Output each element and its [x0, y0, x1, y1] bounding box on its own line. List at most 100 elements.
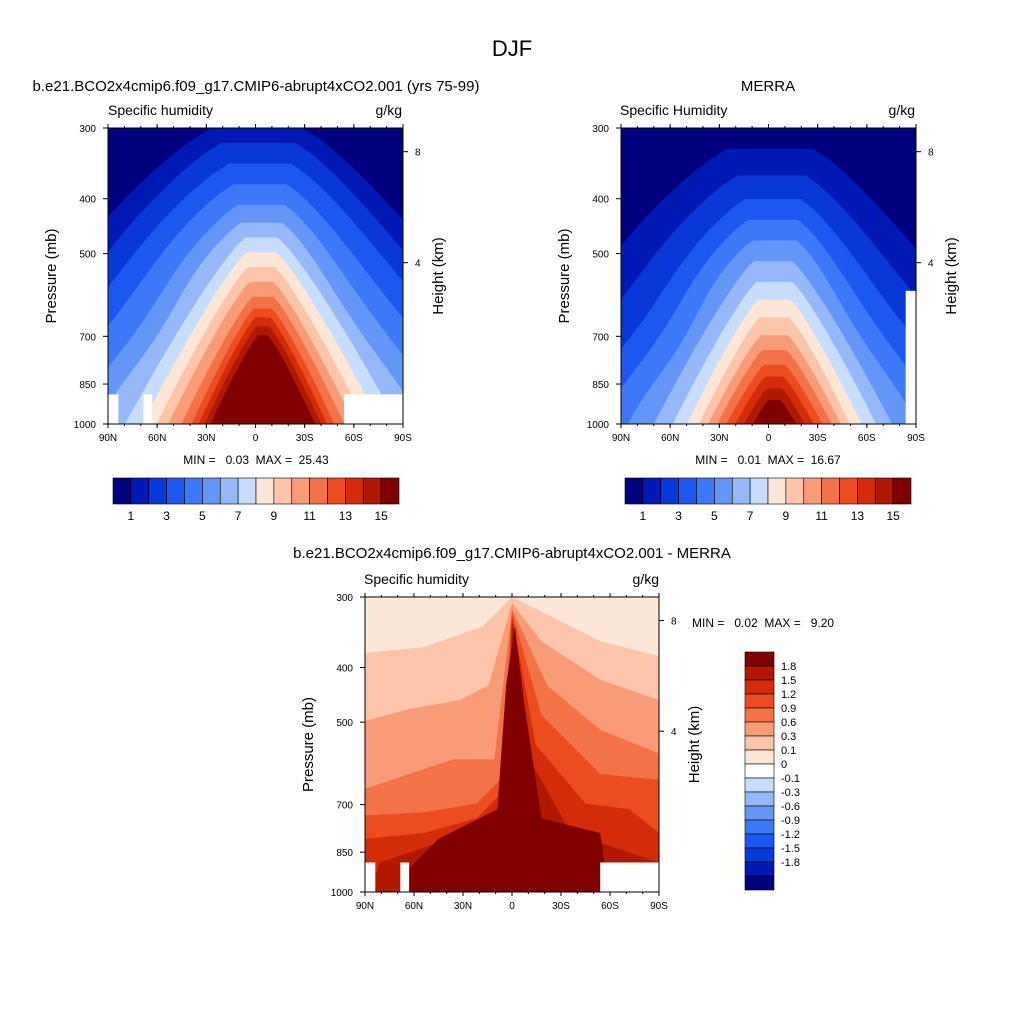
missing-data-mask: [905, 290, 916, 424]
colorbar-tick-label: 7: [235, 509, 242, 523]
contour-fill-level-15: [752, 400, 796, 424]
missing-data-mask: [143, 394, 153, 424]
y-tick-label: 400: [592, 195, 609, 206]
colorbar-tick-label: 13: [339, 509, 353, 523]
x-tick-label: 30S: [809, 433, 827, 444]
contour-fill-level-15: [210, 335, 316, 424]
colorbar-box: [184, 477, 203, 505]
colorbar-box: [744, 735, 775, 751]
colorbar-box: [744, 749, 775, 765]
y2-tick-label: 4: [671, 727, 677, 738]
x-tick-label: 60N: [148, 433, 166, 444]
colorbar-box: [744, 651, 775, 667]
y-tick-label: 850: [336, 848, 353, 859]
x-tick-label: 60S: [345, 433, 363, 444]
colorbar-tick-label: 7: [747, 509, 754, 523]
colorbar-box: [255, 477, 275, 505]
colorbar-tick-label: -1.5: [781, 843, 800, 855]
colorbar-box: [744, 679, 775, 695]
y-axis-title: Pressure (mb): [300, 697, 317, 792]
panel-obs-variable-label: Specific Humidity: [620, 102, 727, 118]
colorbar-tick-label: -0.9: [781, 815, 800, 827]
missing-data-mask: [365, 862, 376, 892]
colorbar-tick-label: 9: [271, 509, 278, 523]
colorbar-box: [744, 875, 775, 891]
y-axis-title: Pressure (mb): [43, 228, 60, 323]
panel-diff: b.e21.BCO2x4cmip6.f09_g17.CMIP6-abrupt4x…: [293, 545, 834, 912]
colorbar-box: [112, 477, 132, 505]
colorbar-box: [624, 477, 644, 505]
colorbar-tick-label: -1.2: [781, 829, 800, 841]
x-tick-label: 90N: [612, 433, 630, 444]
y2-tick-label: 8: [928, 148, 934, 159]
colorbar-box: [327, 477, 346, 505]
panel-model-variable-label: Specific humidity: [108, 102, 213, 118]
panel-obs-title: MERRA: [741, 78, 795, 95]
colorbar-box: [744, 819, 775, 835]
y-tick-label: 1000: [587, 420, 610, 431]
colorbar-box: [731, 477, 751, 505]
panel-diff-title: b.e21.BCO2x4cmip6.f09_g17.CMIP6-abrupt4x…: [293, 545, 731, 562]
y-tick-label: 700: [592, 332, 609, 343]
missing-data-mask: [600, 862, 659, 892]
y-tick-label: 400: [336, 663, 353, 674]
colorbar-box: [744, 833, 775, 849]
colorbar-tick-label: 0.1: [781, 745, 796, 757]
colorbar-box: [874, 477, 894, 505]
y2-tick-label: 4: [928, 259, 934, 270]
colorbar-box: [744, 665, 775, 681]
colorbar-box: [744, 693, 775, 709]
colorbar-box: [166, 477, 185, 505]
panel-model-units-label: g/kg: [376, 102, 402, 118]
x-tick-label: 90N: [99, 433, 117, 444]
y2-tick-label: 8: [415, 148, 421, 159]
panel-model-title: b.e21.BCO2x4cmip6.f09_g17.CMIP6-abrupt4x…: [33, 78, 480, 95]
colorbar-tick-label: -0.6: [781, 801, 800, 813]
missing-data-mask: [108, 394, 119, 424]
x-tick-label: 30N: [454, 901, 472, 912]
colorbar-box: [744, 847, 775, 863]
colorbar-box: [345, 477, 364, 505]
colorbar-box: [744, 707, 775, 723]
x-tick-label: 90N: [356, 901, 374, 912]
colorbar-tick-label: 11: [815, 509, 828, 523]
colorbar-box: [309, 477, 328, 505]
panel-model-contour-field: [107, 127, 404, 425]
panel-obs: MERRA Specific Humidity g/kg 90N 60N 30N 0 3…: [556, 78, 960, 523]
colorbar-tick-label: 15: [886, 509, 900, 523]
panel-diff-colorbar: 1.8 1.5 1.2 0.9 0.6 0.3 0.1 0 -0.1 -0.3 -0.6 -0.9 -1…: [744, 651, 800, 891]
colorbar-box: [362, 477, 382, 505]
x-tick-label: 0: [766, 433, 772, 444]
panel-diff-minmax: MIN = 0.02 MAX = 9.20: [692, 616, 834, 630]
x-tick-label: 60N: [405, 901, 423, 912]
y-tick-label: 700: [336, 801, 353, 812]
panel-model-colorbar: 1 3 5 7 9 11 13 15: [112, 477, 400, 523]
colorbar-tick-label: -0.3: [781, 787, 800, 799]
colorbar-tick-label: -0.1: [781, 773, 800, 785]
panel-diff-axes: 90N 60N 30N 0 30S 60S 90S 300 400 500 700 850 1000 8 4…: [300, 593, 703, 912]
x-tick-label: 0: [509, 901, 515, 912]
colorbar-box: [744, 777, 775, 793]
colorbar-box: [892, 477, 912, 505]
colorbar-box: [273, 477, 293, 505]
colorbar-box: [660, 477, 679, 505]
colorbar-tick-label: 0.6: [781, 717, 796, 729]
panel-obs-contour-field: [620, 127, 917, 425]
colorbar-box: [714, 477, 733, 505]
colorbar-box: [678, 477, 697, 505]
colorbar-tick-label: 1: [640, 509, 647, 523]
x-tick-label: 30S: [552, 901, 570, 912]
colorbar-tick-label: 3: [675, 509, 682, 523]
colorbar-tick-label: 15: [374, 509, 388, 523]
panel-obs-units-label: g/kg: [889, 102, 915, 118]
colorbar-box: [744, 805, 775, 821]
y-tick-label: 850: [592, 380, 609, 391]
x-tick-label: 60S: [858, 433, 876, 444]
y-tick-label: 700: [79, 332, 96, 343]
colorbar-tick-label: 1.2: [781, 689, 796, 701]
y-tick-label: 500: [79, 250, 96, 261]
y-axis-title: Pressure (mb): [556, 228, 573, 323]
colorbar-box: [148, 477, 167, 505]
panel-model-axes: 90N 60N 30N 0 30S 60S 90S 300 400 500 700 850 1000 8 4…: [43, 124, 447, 444]
x-tick-label: 60N: [661, 433, 679, 444]
